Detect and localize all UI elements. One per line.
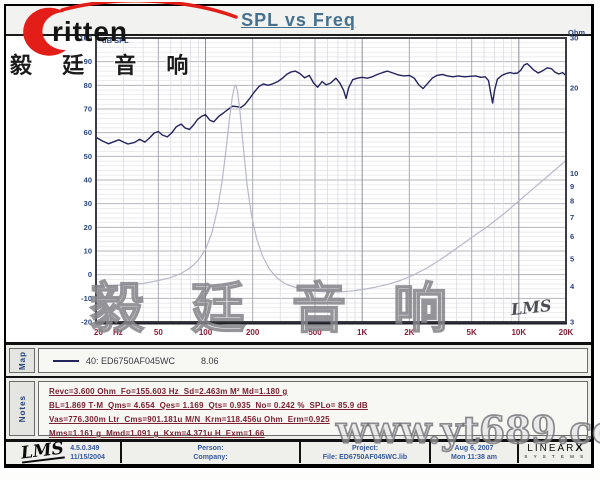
note-line-1: Revc=3.600 Ohm Fo=155.603 Hz Sd=2.463m M… — [49, 387, 288, 396]
run-time: Mon 11:38 am — [451, 453, 497, 461]
x-tick: 20 — [94, 328, 103, 337]
map-section: Map 40: ED6750AF045WC 8.06 — [6, 342, 591, 378]
file-name: File: ED6750AF045WC.lib — [322, 453, 408, 461]
x-tick: 100 — [199, 328, 213, 337]
x-tick: 50 — [154, 328, 163, 337]
curve-spl — [95, 62, 567, 145]
y-right-tick: 9 — [570, 182, 574, 191]
brand-logo: ritten 毅 廷 音 响 — [6, 2, 256, 80]
y-right-tick: 4 — [570, 282, 575, 291]
y-right-tick: 30 — [570, 34, 578, 43]
y-right-tick: 3 — [570, 318, 574, 327]
plot-border — [95, 37, 567, 323]
y-right-tick: 8 — [570, 197, 574, 206]
notes-section: Notes Revc=3.600 Ohm Fo=155.603 Hz Sd=2.… — [6, 378, 591, 442]
y-right-axis-label: Ohm — [568, 28, 585, 37]
y-left-tick: 60 — [84, 128, 92, 137]
x-tick: 10K — [511, 328, 526, 337]
brand-name: ritten — [52, 16, 128, 47]
notes-content: Revc=3.600 Ohm Fo=155.603 Hz Sd=2.463m M… — [38, 381, 588, 438]
map-section-label: Map — [9, 348, 35, 373]
lms-version: 4.5.0.349 — [70, 444, 100, 452]
project-file-cell: Project: File: ED6750AF045WC.lib — [301, 442, 431, 463]
company-label: Company: — [193, 453, 228, 461]
y-right-tick: 20 — [570, 84, 578, 93]
note-line-4: Mms=1.161 g Mmd=1.091 g Kxm=4.371u H Exm… — [49, 429, 265, 438]
y-left-tick: 10 — [84, 247, 92, 256]
y-left-tick: 70 — [84, 105, 92, 114]
legend-line-swatch — [53, 359, 79, 362]
brand-chinese-name: 毅 廷 音 响 — [10, 53, 201, 78]
note-line-3: Vas=776.300m Ltr Cms=901.181u M/N Krm=11… — [49, 415, 330, 424]
y-left-tick: 100 — [79, 34, 92, 43]
page-title: SPL vs Freq — [241, 9, 356, 30]
linearx-logo: LINEARX S Y S T E M S — [524, 442, 586, 460]
note-line-2: BL=1.869 T·M Qms= 4.654 Qes= 1.169 Qts= … — [49, 401, 368, 410]
y-right-tick: 6 — [570, 232, 574, 241]
y-left-axis-label: dB SPL — [102, 36, 129, 45]
status-bar: LMS 4.5.0.349 11/15/2004 Person: Company… — [6, 438, 591, 464]
x-tick: 20K — [559, 328, 574, 337]
y-right-tick: 5 — [570, 254, 574, 263]
y-left-tick: -10 — [81, 294, 92, 303]
chart-title-bar: SPL vs Freq — [6, 6, 591, 36]
logo-swoosh-icon — [23, 2, 238, 56]
person-label: Person: — [197, 444, 224, 452]
legend[interactable]: 40: ED6750AF045WC 8.06 — [38, 348, 588, 373]
chart-canvas: 1009080706050403020100-10-20302010987654… — [79, 28, 585, 337]
y-left-tick: 50 — [84, 152, 92, 161]
y-right-tick: 10 — [570, 169, 578, 178]
project-label: Project: — [351, 444, 379, 452]
y-left-tick: -20 — [81, 318, 92, 327]
run-date-cell: Aug 6, 2007 Mon 11:38 am — [431, 442, 519, 463]
y-left-tick: 90 — [84, 57, 92, 66]
spl-vs-freq-chart: 100 90 80 70 60 50 40 30 20 10 0 -10 -20 30 20 10 9 8 7 6 5 4… — [6, 28, 591, 342]
y-right-tick: 7 — [570, 213, 574, 222]
linearx-systems-label: S Y S T E M S — [524, 454, 586, 459]
lms-version-cell: LMS 4.5.0.349 11/15/2004 — [6, 438, 122, 464]
y-left-tick: 80 — [84, 81, 92, 90]
x-tick: 5K — [467, 328, 477, 337]
curve-impedance — [95, 84, 567, 293]
lms-logo: LMS — [19, 438, 66, 464]
x-tick: 2K — [404, 328, 414, 337]
person-company-cell: Person: Company: — [122, 442, 301, 463]
run-date: Aug 6, 2007 — [454, 444, 494, 452]
notes-section-label: Notes — [9, 381, 35, 436]
y-left-tick: 0 — [88, 270, 92, 279]
legend-curve-value: 8.06 — [201, 355, 219, 366]
x-tick: 200 — [246, 328, 260, 337]
legend-curve-name: 40: ED6750AF045WC — [86, 355, 176, 366]
x-axis-unit: Hz — [113, 328, 123, 337]
y-left-tick: 20 — [84, 223, 92, 232]
x-tick: 500 — [308, 328, 322, 337]
x-tick: 1K — [357, 328, 367, 337]
y-left-tick: 40 — [84, 176, 92, 185]
y-left-tick: 30 — [84, 199, 92, 208]
lms-release-date: 11/15/2004 — [70, 453, 105, 461]
